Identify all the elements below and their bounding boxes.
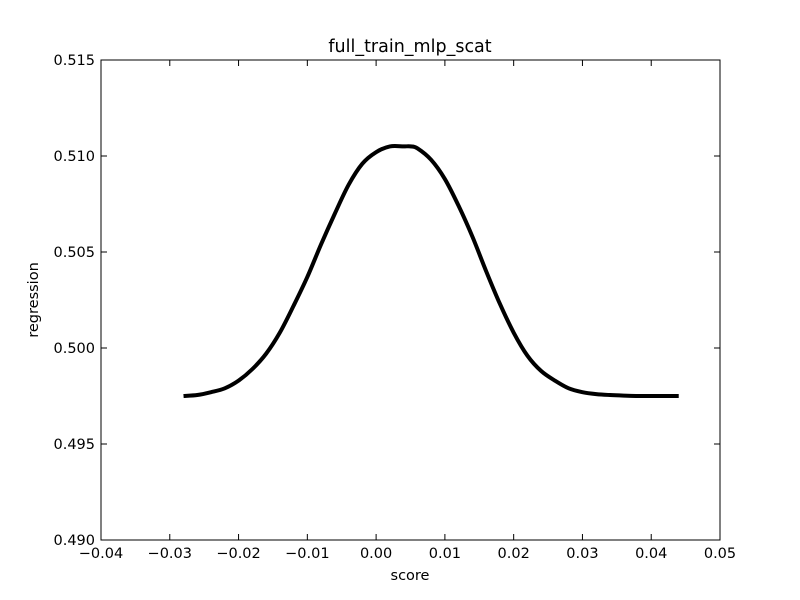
- y-tick-label: 0.510: [53, 149, 95, 165]
- y-axis-label: regression: [26, 262, 42, 338]
- x-tick-label: −0.04: [79, 546, 123, 562]
- chart-title: full_train_mlp_scat: [328, 37, 491, 57]
- x-tick-label: −0.01: [285, 546, 329, 562]
- x-tick-label: −0.03: [148, 546, 192, 562]
- series-line: [183, 143, 679, 399]
- x-tick-label: 0.05: [704, 546, 736, 562]
- x-tick-label: 0.03: [566, 546, 598, 562]
- y-tick-label: 0.495: [53, 437, 95, 453]
- x-tick-label: 0.02: [498, 546, 530, 562]
- x-tick-label: 0.01: [429, 546, 461, 562]
- x-tick-label: 0.04: [635, 546, 667, 562]
- y-tick-label: 0.490: [53, 533, 95, 549]
- y-tick-label: 0.500: [53, 341, 95, 357]
- y-tick-label: 0.515: [53, 53, 95, 69]
- ticks-layer: −0.04 −0.03 −0.02 −0.01 0.00 0.01 0.02 0.03 0.04…: [53, 53, 736, 562]
- series-layer: [183, 143, 679, 399]
- x-tick-label: −0.02: [216, 546, 260, 562]
- y-tick-label: 0.505: [53, 245, 95, 261]
- x-axis-label: score: [391, 568, 430, 584]
- plot-area-frame: [100, 59, 721, 541]
- x-tick-label: 0.00: [360, 546, 392, 562]
